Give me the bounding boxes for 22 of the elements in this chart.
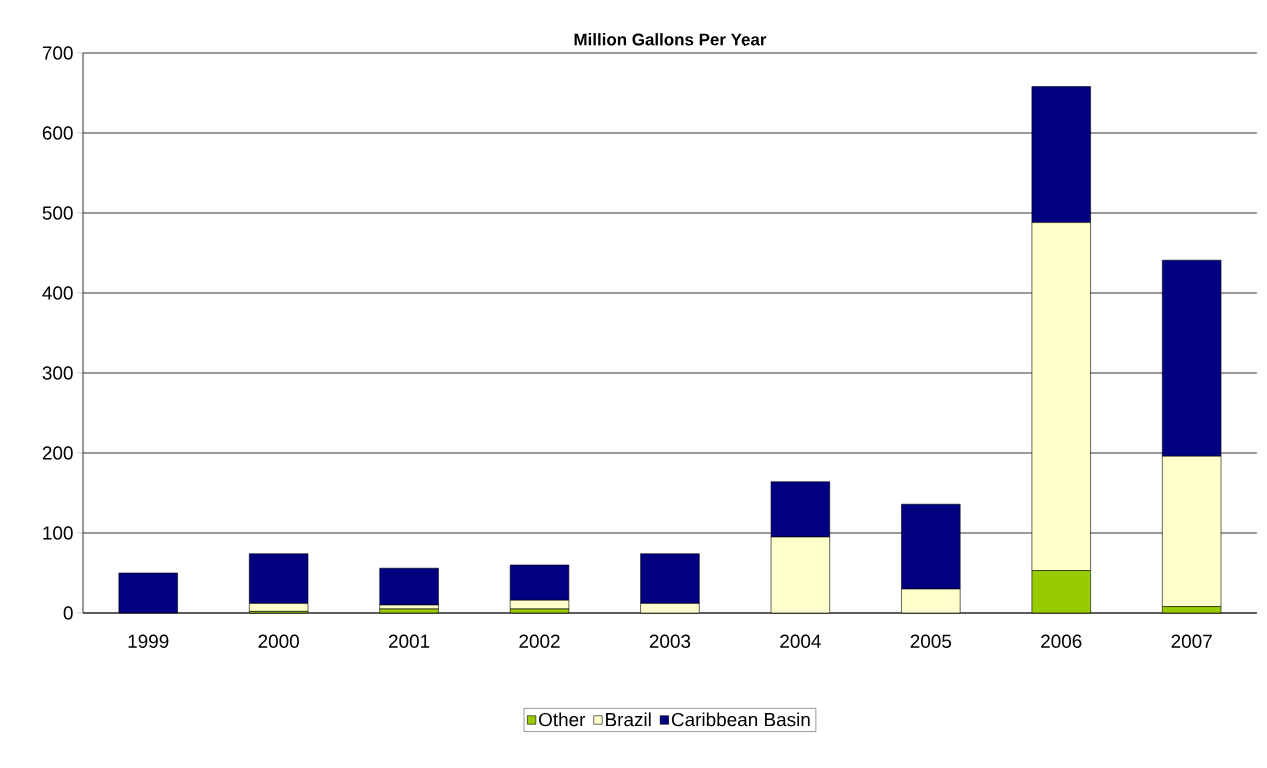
- y-tick-label: 100: [43, 526, 73, 540]
- y-tick-label: 300: [42, 366, 73, 380]
- y-tick-label: 700: [42, 46, 73, 60]
- y-tick-label: 500: [42, 206, 73, 220]
- chart-title: Million Gallons Per Year: [574, 33, 767, 46]
- y-tick-label: 600: [42, 126, 73, 140]
- legend-label: Brazil: [606, 712, 651, 727]
- y-tick-label: 200: [42, 446, 73, 460]
- x-tick-label: 2005: [910, 634, 952, 648]
- bar: [379, 567, 439, 606]
- x-tick-label: 2001: [388, 634, 430, 648]
- x-tick-label: 2006: [1041, 634, 1082, 648]
- x-tick-label: 1999: [128, 634, 169, 648]
- legend-label: Other: [538, 712, 586, 727]
- x-tick-label: 2000: [258, 634, 299, 648]
- y-tick-label: 0: [63, 606, 73, 620]
- x-tick-label: 2003: [649, 634, 691, 648]
- x-tick-label: 2002: [519, 634, 560, 648]
- legend-label: Caribbean Basin: [671, 712, 810, 727]
- y-tick-label: 400: [42, 286, 73, 300]
- x-tick-label: 2007: [1171, 634, 1212, 648]
- x-tick-label: 2004: [780, 634, 821, 648]
